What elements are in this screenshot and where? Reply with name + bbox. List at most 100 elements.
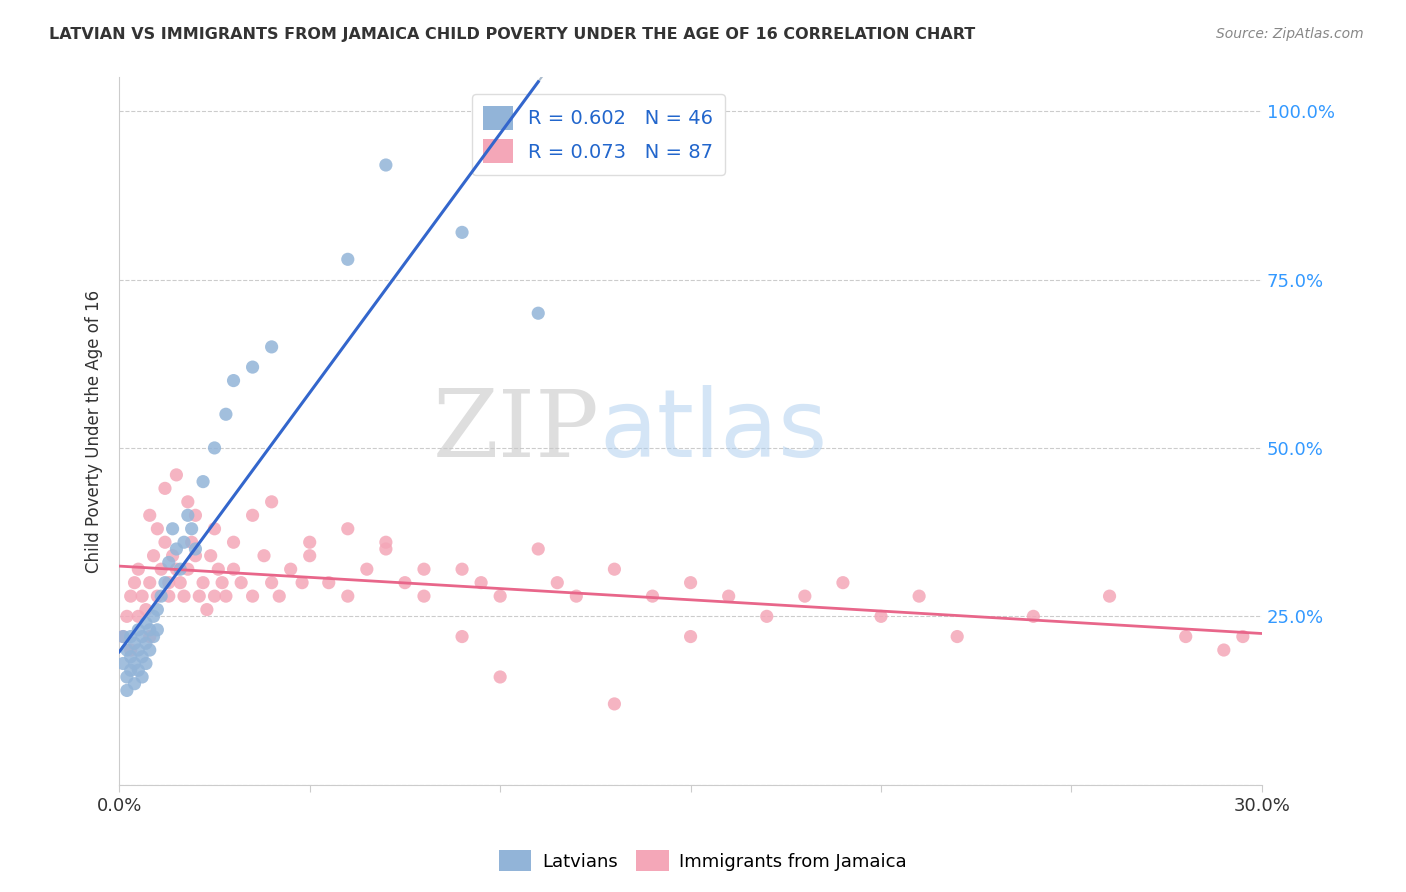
Point [546,575,568,590]
Point [1098,589,1121,603]
Point [374,158,396,172]
Point [153,481,176,495]
Point [413,562,436,576]
Point [112,630,135,644]
Point [124,636,146,650]
Point [222,374,245,388]
Point [394,575,416,590]
Point [177,562,200,576]
Point [127,663,149,677]
Point [679,575,702,590]
Point [139,508,162,523]
Point [188,589,211,603]
Point [131,649,153,664]
Text: LATVIAN VS IMMIGRANTS FROM JAMAICA CHILD POVERTY UNDER THE AGE OF 16 CORRELATION: LATVIAN VS IMMIGRANTS FROM JAMAICA CHILD… [49,27,976,42]
Point [222,562,245,576]
Point [527,306,550,320]
Point [318,575,340,590]
Point [211,575,233,590]
Point [336,589,359,603]
Point [124,575,146,590]
Text: ZIP: ZIP [433,386,599,476]
Point [451,226,474,240]
Point [451,630,474,644]
Point [150,589,173,603]
Point [150,562,173,576]
Point [1212,643,1234,657]
Point [298,535,321,549]
Point [717,589,740,603]
Point [291,575,314,590]
Point [131,670,153,684]
Point [1174,630,1197,644]
Point [173,589,195,603]
Point [120,643,142,657]
Point [336,522,359,536]
Point [242,589,264,603]
Point [946,630,969,644]
Point [157,556,180,570]
Point [135,636,157,650]
Point [1022,609,1045,624]
Point [204,522,226,536]
Point [603,697,626,711]
Point [793,589,815,603]
Point [870,609,893,624]
Point [200,549,222,563]
Point [231,575,253,590]
Point [142,630,165,644]
Point [242,508,264,523]
Point [527,541,550,556]
Point [127,623,149,637]
Point [260,575,283,590]
Point [153,535,176,549]
Point [204,441,226,455]
Point [157,589,180,603]
Y-axis label: Child Poverty Under the Age of 16: Child Poverty Under the Age of 16 [86,290,103,573]
Point [336,252,359,267]
Point [374,535,396,549]
Point [120,630,142,644]
Point [177,508,200,523]
Point [127,562,149,576]
Point [135,602,157,616]
Point [177,495,200,509]
Point [260,340,283,354]
Point [184,549,207,563]
Point [115,670,138,684]
Point [142,549,165,563]
Point [127,643,149,657]
Point [120,663,142,677]
Point [269,589,291,603]
Point [162,522,184,536]
Point [489,589,512,603]
Point [191,575,214,590]
Point [169,575,191,590]
Point [470,575,492,590]
Point [112,630,135,644]
Point [173,535,195,549]
Text: atlas: atlas [599,385,827,477]
Point [169,562,191,576]
Point [215,589,238,603]
Legend: Latvians, Immigrants from Jamaica: Latvians, Immigrants from Jamaica [492,843,914,879]
Point [908,589,931,603]
Point [146,623,169,637]
Point [139,575,162,590]
Point [165,467,187,482]
Point [374,541,396,556]
Point [112,657,135,671]
Point [242,360,264,375]
Point [641,589,664,603]
Point [115,609,138,624]
Point [127,609,149,624]
Point [413,589,436,603]
Point [165,541,187,556]
Point [451,562,474,576]
Point [131,589,153,603]
Point [356,562,378,576]
Point [153,575,176,590]
Point [162,549,184,563]
Point [191,475,214,489]
Point [165,562,187,576]
